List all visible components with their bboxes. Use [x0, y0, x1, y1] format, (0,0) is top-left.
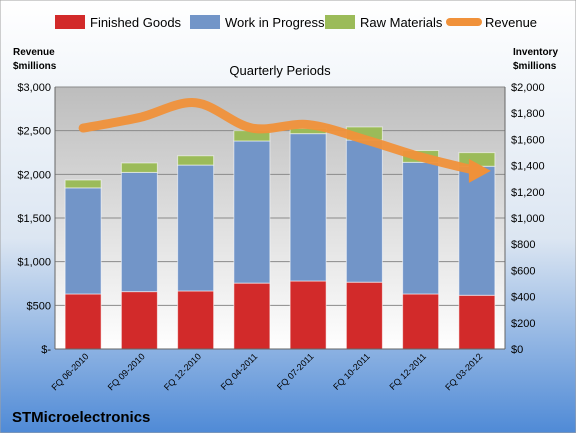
bar-work-in-progress [345, 139, 383, 283]
left-tick-label: $3,000 [17, 82, 51, 94]
legend-swatch [55, 15, 85, 29]
right-axis-label: Inventory $millions [513, 47, 561, 72]
bars [64, 126, 496, 350]
bar-finished-goods [177, 290, 215, 350]
revenue-line [78, 98, 482, 176]
right-tick-label: $200 [511, 318, 535, 330]
legend-swatch [325, 15, 355, 29]
right-tick-label: $1,800 [511, 108, 545, 120]
legend: Finished Goods Work in Progress Raw Materi… [55, 15, 537, 30]
bar-raw-materials [64, 179, 102, 189]
right-tick-label: $600 [511, 265, 535, 277]
bar-finished-goods [120, 291, 158, 350]
legend-swatch [190, 15, 220, 29]
right-axis-label-line1: Inventory [513, 47, 558, 58]
bar-work-in-progress [402, 161, 440, 295]
legend-label: Work in Progress [225, 15, 325, 30]
bar-finished-goods [345, 281, 383, 350]
revenue-line-arrowhead [468, 158, 491, 183]
revenue-line-group [78, 98, 491, 183]
left-tick-label: $1,500 [17, 213, 51, 225]
right-tick-label: $0 [511, 344, 523, 356]
bar-finished-goods [64, 293, 102, 350]
left-tick-label: $2,000 [17, 169, 51, 181]
legend-label: Revenue [485, 15, 537, 30]
left-tick-label: $- [41, 344, 51, 356]
bar-work-in-progress [233, 140, 271, 284]
bar-work-in-progress [64, 187, 102, 295]
right-tick-label: $2,000 [511, 82, 545, 94]
left-axis-label: Revenue $millions [13, 47, 57, 72]
left-axis-label-line1: Revenue [13, 47, 55, 58]
left-tick-label: $500 [27, 300, 51, 312]
bar-finished-goods [289, 280, 327, 350]
right-tick-label: $800 [511, 239, 535, 251]
bar-finished-goods [458, 294, 496, 350]
left-tick-label: $2,500 [17, 126, 51, 138]
left-axis-label-line2: $millions [13, 61, 57, 72]
right-tick-label: $1,400 [511, 161, 545, 173]
right-axis-label-line2: $millions [513, 61, 557, 72]
bar-work-in-progress [177, 164, 215, 292]
legend-label: Raw Materials [360, 15, 443, 30]
bar-work-in-progress [120, 171, 158, 293]
right-tick-label: $1,000 [511, 213, 545, 225]
right-tick-label: $1,200 [511, 187, 545, 199]
right-tick-label: $400 [511, 292, 535, 304]
right-tick-label: $1,600 [511, 134, 545, 146]
bar-raw-materials [120, 162, 158, 173]
left-tick-label: $1,000 [17, 257, 51, 269]
bar-raw-materials [177, 155, 215, 166]
bar-finished-goods [402, 293, 440, 350]
legend-label: Finished Goods [90, 15, 182, 30]
bar-finished-goods [233, 282, 271, 350]
bar-work-in-progress [458, 165, 496, 296]
company-name: STMicroelectronics [12, 409, 150, 426]
chart-title: Quarterly Periods [229, 63, 331, 78]
bar-work-in-progress [289, 133, 327, 282]
